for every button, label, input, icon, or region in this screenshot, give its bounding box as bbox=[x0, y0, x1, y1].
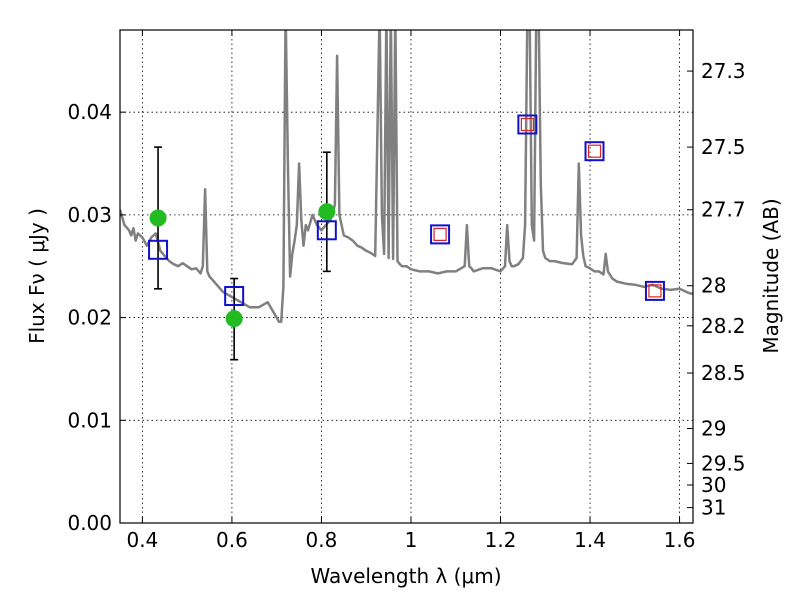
right-tick-label: 28.2 bbox=[701, 314, 746, 338]
right-tick-label: 29.5 bbox=[701, 451, 746, 475]
x-tick-label: 1 bbox=[405, 528, 418, 552]
y-tick-label: 0.02 bbox=[67, 306, 112, 330]
y-tick-label: 0.04 bbox=[67, 100, 112, 124]
x-tick-label: 1.4 bbox=[574, 528, 606, 552]
y-tick-label: 0.01 bbox=[67, 408, 112, 432]
x-axis-title: Wavelength λ (μm) bbox=[310, 564, 501, 588]
model-square bbox=[644, 280, 665, 301]
right-axis-title: Magnitude (AB) bbox=[759, 198, 783, 353]
right-tick-label: 27.5 bbox=[701, 135, 746, 159]
right-tick-label: 30 bbox=[701, 473, 726, 497]
spectrum-line bbox=[120, 30, 693, 323]
predicted-square bbox=[520, 117, 534, 132]
x-tick-label: 0.8 bbox=[306, 528, 338, 552]
y-tick-label: 0.03 bbox=[67, 203, 112, 227]
model-square bbox=[316, 220, 337, 241]
predicted-square bbox=[587, 144, 602, 158]
right-tick-label: 31 bbox=[701, 496, 726, 520]
x-tick-label: 1.6 bbox=[664, 528, 696, 552]
model-square bbox=[224, 286, 245, 307]
model-square bbox=[517, 114, 538, 135]
grid bbox=[120, 30, 693, 523]
axes: 0.4 0.6 0.8 1 1.2 1.4 1.6 0.00 0.01 0.02 0.03 0.04 2… bbox=[67, 30, 746, 552]
right-tick-label: 27.7 bbox=[701, 198, 746, 222]
model-square bbox=[148, 239, 169, 260]
model-square bbox=[584, 141, 605, 162]
y-axis-title: Flux Fν ( μJy ) bbox=[25, 208, 49, 344]
plot-background bbox=[120, 30, 693, 523]
x-tick-label: 0.6 bbox=[216, 528, 248, 552]
plot-frame bbox=[119, 29, 694, 524]
marker-layer bbox=[148, 114, 665, 361]
observed-point bbox=[225, 310, 243, 328]
series-layer bbox=[120, 30, 693, 323]
observed-point bbox=[149, 209, 167, 227]
right-tick-label: 27.3 bbox=[701, 59, 746, 83]
x-tick-label: 1.2 bbox=[485, 528, 517, 552]
model-square bbox=[430, 224, 451, 245]
right-tick-label: 28.5 bbox=[701, 361, 746, 385]
x-tick-label: 0.4 bbox=[126, 528, 158, 552]
right-tick-label: 28 bbox=[701, 274, 726, 298]
predicted-square bbox=[433, 227, 447, 241]
predicted-square bbox=[648, 284, 662, 298]
observed-point bbox=[318, 203, 336, 221]
y-tick-label: 0.00 bbox=[67, 511, 112, 535]
right-tick-label: 29 bbox=[701, 417, 726, 441]
